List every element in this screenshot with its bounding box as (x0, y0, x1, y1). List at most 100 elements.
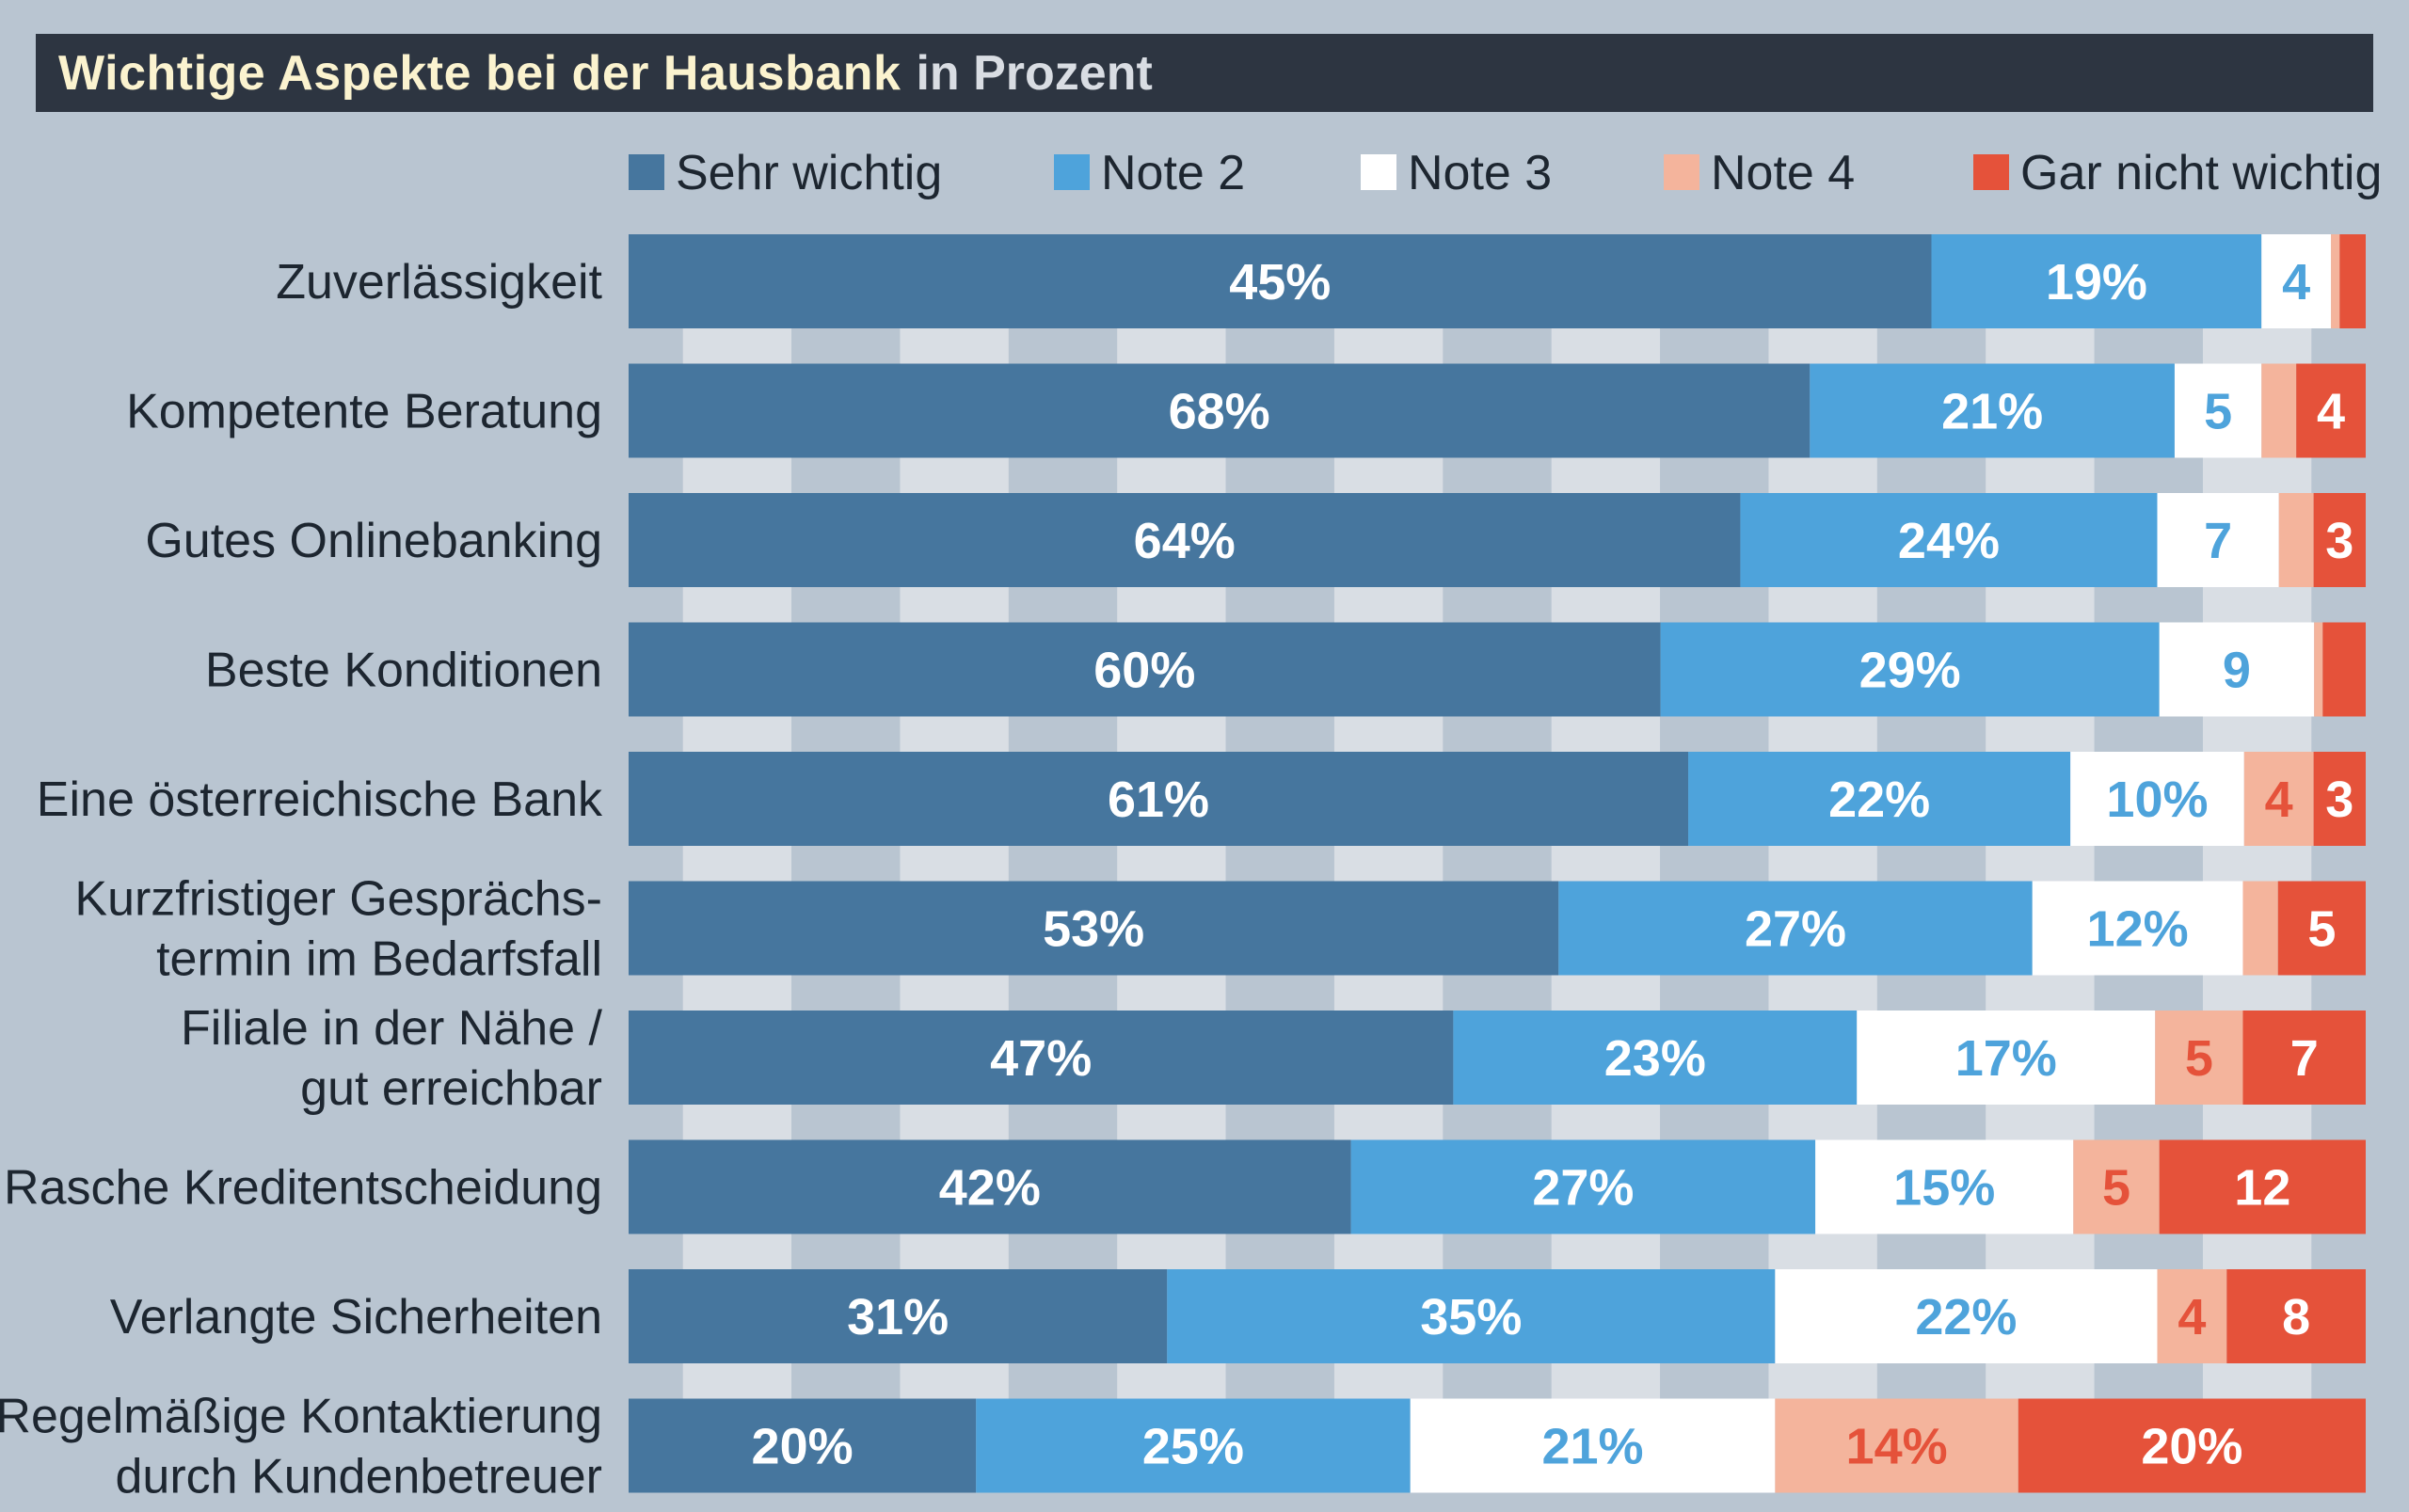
gridline-band (1117, 328, 1226, 364)
gridline-band (682, 587, 792, 623)
gridline-band (900, 846, 1009, 882)
gridline-band (1551, 975, 1661, 1011)
gridline-band (1768, 1363, 1877, 1399)
data-label-sehr-wichtig-8: 42% (939, 1160, 1041, 1217)
data-label-note-2-10: 25% (1142, 1419, 1244, 1475)
bar-gar-nicht-wichtig-2 (2296, 363, 2366, 458)
data-label-note-2-1: 19% (2046, 254, 2147, 310)
bar-gar-nicht-wichtig-8 (2159, 1139, 2366, 1234)
data-label-sehr-wichtig-6: 53% (1043, 901, 1144, 958)
data-label-sehr-wichtig-2: 68% (1169, 384, 1270, 440)
gridline-band (1117, 1233, 1226, 1269)
data-label-note-3-10: 21% (1541, 1419, 1643, 1475)
data-label-note-3-5: 10% (2106, 772, 2208, 828)
gridline-band (1986, 328, 2095, 364)
data-label-note-4-10: 14% (1846, 1419, 1948, 1475)
gridline-band (1333, 846, 1444, 882)
data-label-note-2-8: 27% (1532, 1160, 1634, 1217)
bar-sehr-wichtig-9 (629, 1269, 1168, 1363)
gridline-band (1986, 457, 2095, 493)
gridline-band (1333, 1105, 1444, 1140)
data-label-note-4-8: 5 (2102, 1160, 2130, 1217)
gridline-band (900, 716, 1009, 752)
data-label-note-2-3: 24% (1898, 513, 2000, 569)
bar-note-2-10 (976, 1398, 1411, 1493)
legend-swatch-note-2 (1054, 154, 1090, 190)
data-label-note-2-5: 22% (1828, 772, 1930, 828)
gridline-band (1333, 587, 1444, 623)
gridline-band (1551, 1363, 1661, 1399)
category-label-kompetente-beratung: Kompetente Beratung (126, 385, 602, 439)
gridline-band (1333, 1363, 1444, 1399)
bar-note-4-2 (2261, 363, 2297, 458)
gridline-band (1768, 457, 1877, 493)
gridline-band (900, 975, 1009, 1011)
data-label-note-3-2: 5 (2204, 384, 2232, 440)
gridline-band (1551, 457, 1661, 493)
bar-sehr-wichtig-8 (629, 1139, 1351, 1234)
bar-gar-nicht-wichtig-5 (2313, 752, 2366, 846)
gridline-band (1333, 1233, 1444, 1269)
data-label-note-4-5: 4 (2265, 772, 2293, 828)
gridline-band (1986, 1105, 2095, 1140)
data-label-sehr-wichtig-3: 64% (1134, 513, 1236, 569)
data-label-note-3-7: 17% (1955, 1030, 2057, 1087)
bar-sehr-wichtig-3 (629, 493, 1741, 587)
gridline-band (1551, 1233, 1661, 1269)
gridline-band (682, 328, 792, 364)
gridline-band (1986, 975, 2095, 1011)
bar-sehr-wichtig-10 (629, 1398, 977, 1493)
gridline-band (1333, 975, 1444, 1011)
bar-sehr-wichtig-7 (629, 1011, 1454, 1105)
gridline-band (2202, 716, 2312, 752)
gridline-band (1333, 328, 1444, 364)
gridline-band (1986, 1363, 2095, 1399)
gridline-band (1333, 716, 1444, 752)
gridline-band (1986, 716, 2095, 752)
gridline-band (1551, 846, 1661, 882)
bar-note-3-9 (1775, 1269, 2158, 1363)
gridline-band (1768, 716, 1877, 752)
category-label-verlangte-sicherheiten: Verlangte Sicherheiten (110, 1290, 602, 1345)
category-label-eine-oesterreichische-bank: Eine österreichische Bank (37, 772, 603, 827)
gridline-band (900, 1363, 1009, 1399)
gridline-band (1117, 587, 1226, 623)
bar-note-3-2 (2174, 363, 2262, 458)
bar-note-3-4 (2159, 622, 2315, 717)
legend-swatch-gar-nicht-wichtig (1973, 154, 2009, 190)
gridline-band (2202, 587, 2312, 623)
gridline-band (2202, 975, 2312, 1011)
gridline-band (682, 1363, 792, 1399)
bar-gar-nicht-wichtig-7 (2242, 1011, 2366, 1105)
gridline-band (1551, 716, 1661, 752)
data-label-note-2-4: 29% (1859, 643, 1961, 699)
bar-note-2-4 (1660, 622, 2160, 717)
gridline-band (1117, 1363, 1226, 1399)
legend-label-gar-nicht-wichtig: Gar nicht wichtig (2020, 146, 2382, 200)
gridline-band (1117, 1105, 1226, 1140)
data-label-note-3-6: 12% (2087, 901, 2189, 958)
gridline-band (2202, 457, 2312, 493)
bar-note-4-7 (2155, 1011, 2243, 1105)
gridline-band (1117, 716, 1226, 752)
gridline-band (2202, 328, 2312, 364)
gridline-band (682, 716, 792, 752)
bar-note-2-8 (1350, 1139, 1816, 1234)
chart-title: Wichtige Aspekte bei der Hausbank (58, 45, 901, 101)
data-label-note-3-9: 22% (1915, 1289, 2017, 1345)
gridline-band (1117, 457, 1226, 493)
data-label-note-2-2: 21% (1941, 384, 2043, 440)
data-label-note-4-9: 4 (2178, 1289, 2206, 1345)
data-label-sehr-wichtig-10: 20% (752, 1419, 854, 1475)
category-label-kurzfristiger-gespraechs-termin-im-bedarfsfall: Kurzfristiger Gesprächs-termin im Bedarf… (74, 872, 602, 987)
data-label-sehr-wichtig-7: 47% (990, 1030, 1092, 1087)
bar-note-4-9 (2157, 1269, 2227, 1363)
bar-note-2-3 (1740, 493, 2158, 587)
category-label-beste-konditionen: Beste Konditionen (205, 644, 602, 698)
bar-sehr-wichtig-4 (629, 622, 1661, 717)
category-label-gutes-onlinebanking: Gutes Onlinebanking (145, 514, 602, 568)
chart-title-unit: in Prozent (916, 45, 1153, 101)
legend-swatch-note-3 (1361, 154, 1396, 190)
gridline-band (682, 1233, 792, 1269)
gridline-band (1551, 328, 1661, 364)
